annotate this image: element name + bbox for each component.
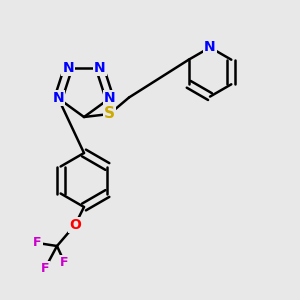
Text: F: F xyxy=(33,236,42,250)
Text: F: F xyxy=(60,256,69,269)
Text: N: N xyxy=(52,91,64,105)
Text: N: N xyxy=(62,61,74,75)
Text: O: O xyxy=(69,218,81,232)
Text: N: N xyxy=(94,61,106,75)
Text: S: S xyxy=(104,106,115,122)
Text: F: F xyxy=(41,262,49,275)
Text: N: N xyxy=(104,91,116,105)
Text: N: N xyxy=(204,40,216,54)
